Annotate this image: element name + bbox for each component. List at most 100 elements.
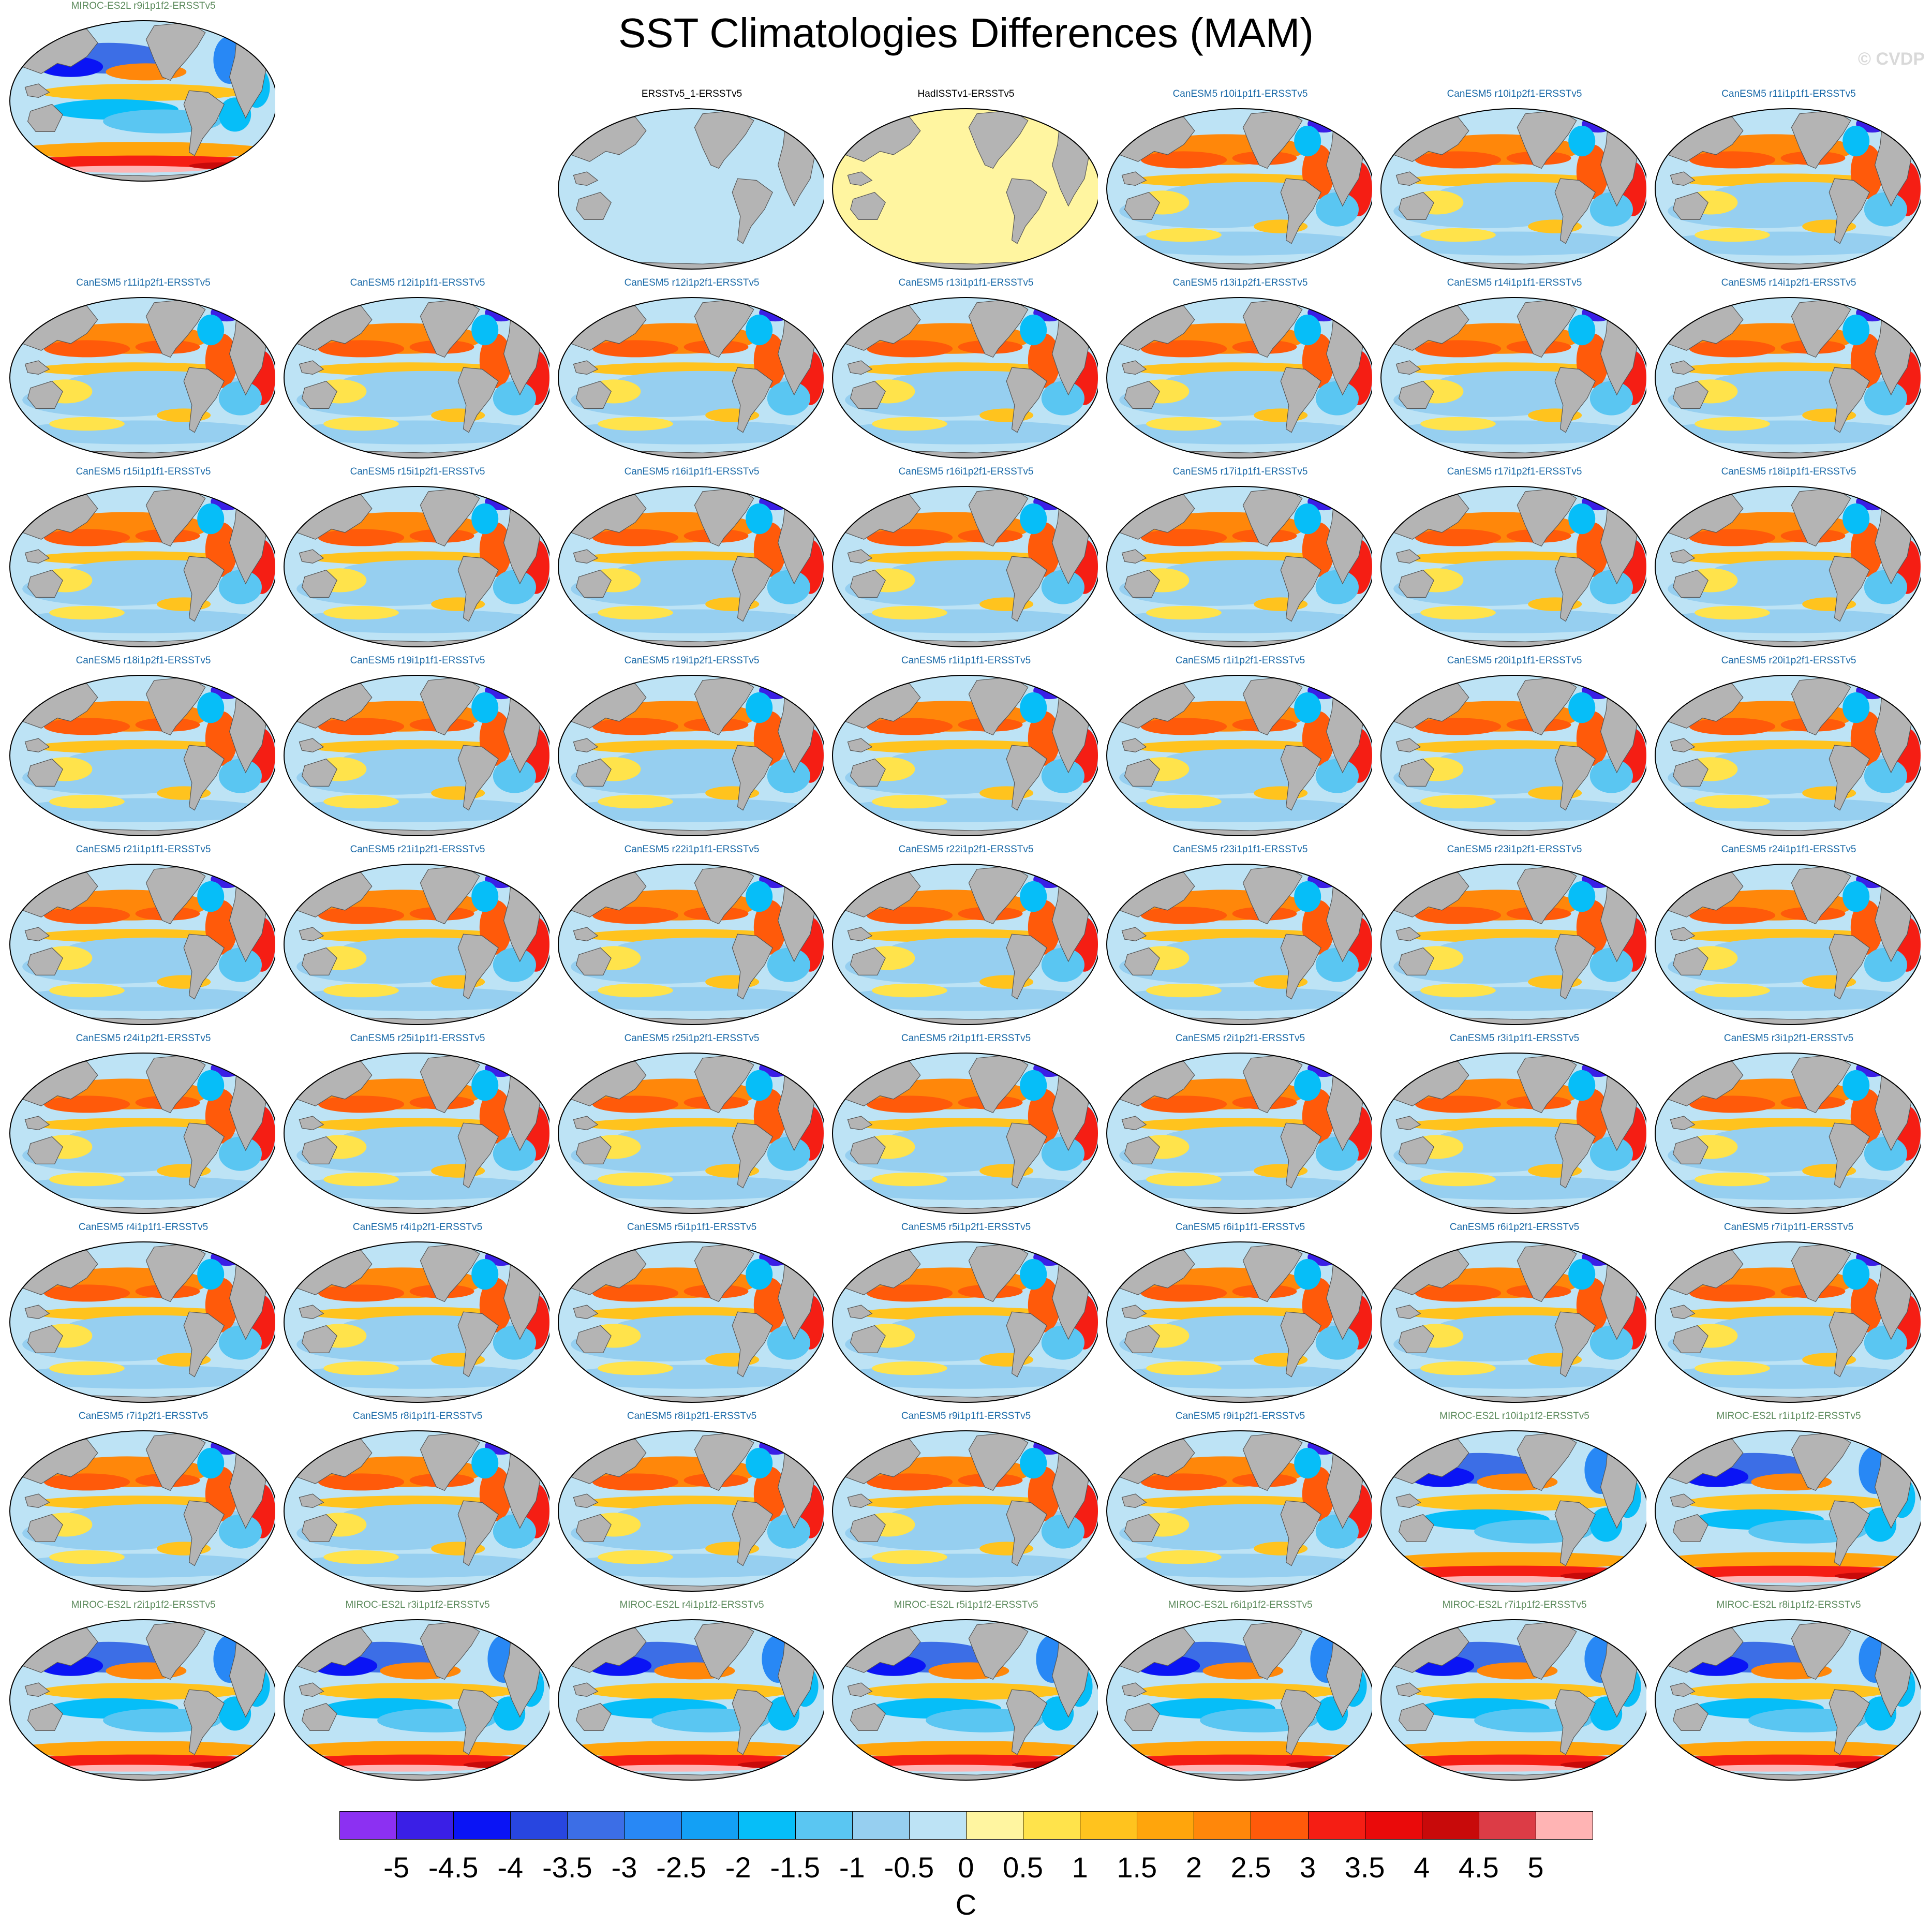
sst-anomaly-blob bbox=[1420, 1361, 1496, 1375]
land-mass bbox=[301, 1702, 337, 1731]
sst-anomaly-blob bbox=[1294, 1447, 1321, 1479]
land-mass bbox=[1517, 299, 1577, 358]
land-mass bbox=[1672, 380, 1708, 409]
panel-title: CanESM5 r12i1p2f1-ERSSTv5 bbox=[624, 277, 760, 288]
sst-anomaly-blob bbox=[592, 1284, 679, 1302]
land-mass bbox=[1670, 1682, 1696, 1697]
land-mass bbox=[183, 556, 225, 622]
sst-difference-map bbox=[1655, 486, 1921, 647]
sst-anomaly-blob bbox=[323, 1172, 399, 1187]
land-mass bbox=[1124, 1514, 1160, 1542]
sst-anomaly-blob bbox=[1689, 151, 1776, 169]
map-panel: CanESM5 r1i1p2f1-ERSSTv5 bbox=[1103, 655, 1377, 841]
land-mass bbox=[1670, 1493, 1696, 1508]
land-mass bbox=[1006, 1311, 1047, 1378]
sst-anomaly-blob bbox=[598, 1172, 673, 1187]
sst-anomaly-blob bbox=[1041, 947, 1084, 982]
sst-anomaly-blob bbox=[1315, 759, 1359, 793]
land-mass bbox=[1517, 1243, 1577, 1302]
sst-anomaly-blob bbox=[767, 1325, 810, 1360]
map-outline bbox=[1655, 1241, 1921, 1403]
sst-anomaly-blob bbox=[1294, 1070, 1321, 1101]
land-mass bbox=[301, 569, 337, 598]
land-mass bbox=[27, 103, 63, 132]
map-outline bbox=[9, 1430, 275, 1592]
sst-difference-map bbox=[558, 486, 824, 647]
sst-anomaly-blob bbox=[218, 381, 262, 416]
land-mass bbox=[847, 1305, 873, 1320]
sst-difference-map bbox=[1655, 108, 1921, 270]
sst-anomaly-blob bbox=[746, 1070, 773, 1101]
sst-anomaly-blob bbox=[767, 570, 810, 604]
land-mass bbox=[1006, 367, 1047, 433]
land-mass bbox=[694, 1621, 754, 1680]
sst-anomaly-blob bbox=[598, 1550, 673, 1564]
map-panel: MIROC-ES2L r7i1p1f2-ERSSTv5 bbox=[1377, 1599, 1652, 1785]
map-panel: CanESM5 r22i1p1f1-ERSSTv5 bbox=[555, 843, 829, 1030]
land-mass bbox=[1124, 191, 1160, 220]
colorbar-tick-label: -1 bbox=[839, 1851, 865, 1884]
map-panel: CanESM5 r8i1p1f1-ERSSTv5 bbox=[280, 1410, 555, 1596]
sst-anomaly-blob bbox=[1420, 1172, 1496, 1187]
sst-anomaly-blob bbox=[872, 605, 947, 620]
panel-title: CanESM5 r18i1p1f1-ERSSTv5 bbox=[1721, 466, 1856, 477]
map-outline bbox=[1380, 1619, 1646, 1781]
sst-anomaly-blob bbox=[1108, 1741, 1367, 1758]
land-mass bbox=[1672, 569, 1708, 598]
sst-difference-map bbox=[1106, 864, 1372, 1025]
map-panel: CanESM5 r20i1p2f1-ERSSTv5 bbox=[1652, 655, 1926, 841]
sst-anomaly-blob bbox=[1420, 794, 1496, 809]
land-mass bbox=[145, 22, 206, 81]
sst-anomaly-blob bbox=[866, 1473, 953, 1491]
sst-difference-map bbox=[1380, 297, 1646, 458]
sst-anomaly-blob bbox=[767, 1514, 810, 1549]
sst-anomaly-blob bbox=[598, 794, 673, 809]
sst-difference-map bbox=[558, 108, 824, 270]
sst-anomaly-blob bbox=[218, 759, 262, 793]
sst-anomaly-blob bbox=[197, 503, 225, 535]
land-mass bbox=[457, 745, 499, 811]
land-mass bbox=[1121, 1493, 1147, 1508]
map-outline bbox=[9, 297, 275, 458]
land-mass bbox=[1829, 745, 1870, 811]
sst-anomaly-blob bbox=[493, 1325, 536, 1360]
sst-anomaly-blob bbox=[218, 1136, 262, 1171]
sst-anomaly-blob bbox=[746, 692, 773, 723]
sst-anomaly-blob bbox=[592, 718, 679, 735]
sst-anomaly-blob bbox=[833, 109, 1098, 269]
sst-anomaly-blob bbox=[872, 1361, 947, 1375]
land-mass bbox=[850, 1325, 886, 1353]
map-panel: CanESM5 r1i1p1f1-ERSSTv5 bbox=[829, 655, 1103, 841]
panel-title: CanESM5 r9i1p1f1-ERSSTv5 bbox=[901, 1411, 1031, 1421]
sst-anomaly-blob bbox=[318, 529, 405, 546]
land-mass bbox=[1121, 927, 1147, 942]
sst-anomaly-blob bbox=[1146, 1550, 1222, 1564]
sst-anomaly-blob bbox=[1041, 1325, 1084, 1360]
map-outline bbox=[1106, 864, 1372, 1025]
land-mass bbox=[850, 569, 886, 598]
land-mass bbox=[27, 947, 63, 975]
panel-title: CanESM5 r6i1p1f1-ERSSTv5 bbox=[1175, 1222, 1305, 1233]
map-outline bbox=[1106, 1241, 1372, 1403]
land-mass bbox=[299, 1116, 324, 1131]
sst-anomaly-blob bbox=[746, 881, 773, 912]
panel-title: CanESM5 r5i1p2f1-ERSSTv5 bbox=[901, 1222, 1031, 1233]
sst-anomaly-blob bbox=[1589, 192, 1633, 227]
land-mass bbox=[24, 1682, 50, 1697]
land-mass bbox=[183, 1122, 225, 1189]
map-outline bbox=[9, 1053, 275, 1214]
map-panel: CanESM5 r4i1p2f1-ERSSTv5 bbox=[280, 1221, 555, 1408]
land-mass bbox=[301, 380, 337, 409]
land-mass bbox=[299, 549, 324, 564]
land-mass bbox=[850, 380, 886, 409]
land-mass bbox=[1398, 1325, 1434, 1353]
land-mass bbox=[575, 569, 612, 598]
sst-difference-map bbox=[284, 864, 549, 1025]
land-mass bbox=[1124, 1325, 1160, 1353]
colorbar-swatch bbox=[1251, 1811, 1309, 1840]
map-panel: CanESM5 r25i1p1f1-ERSSTv5 bbox=[280, 1032, 555, 1219]
land-mass bbox=[1280, 1311, 1321, 1378]
land-mass bbox=[1517, 865, 1577, 925]
sst-difference-map bbox=[284, 486, 549, 647]
land-mass bbox=[183, 1689, 225, 1755]
